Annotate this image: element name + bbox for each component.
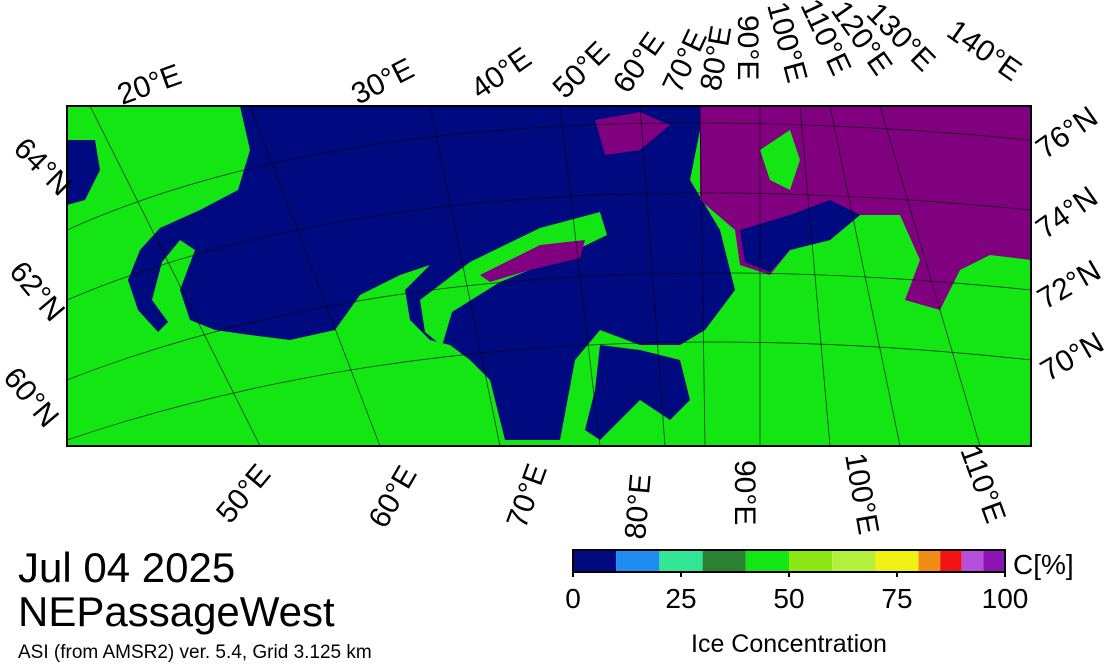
graticule	[66, 105, 1032, 447]
colorbar-segment	[961, 550, 984, 572]
sea	[128, 106, 735, 440]
lat-label: 70°N	[1035, 326, 1110, 388]
colorbar-segment	[875, 550, 919, 572]
colorbar-tick-label: 0	[565, 583, 581, 614]
lon-label: 40°E	[465, 41, 537, 106]
ice	[480, 240, 585, 282]
colorbar-unit: C[%]	[1013, 549, 1074, 580]
lon-label: 20°E	[113, 58, 186, 111]
region: NEPassageWest	[18, 588, 335, 635]
sea	[585, 345, 690, 440]
lon-label: 90°E	[728, 460, 761, 525]
lat-label: 76°N	[1030, 100, 1104, 165]
ice	[595, 112, 670, 155]
sea	[740, 200, 860, 272]
footnote: ASI (from AMSR2) ver. 5.4, Grid 3.125 km	[18, 642, 372, 663]
colorbar-segment	[573, 550, 617, 572]
lon-label: 60°E	[362, 460, 423, 533]
colorbar-tick-label: 25	[665, 583, 696, 614]
lat-label: 72°N	[1032, 254, 1107, 316]
island	[760, 130, 800, 190]
lon-label: 50°E	[210, 458, 277, 529]
map: 20°E 30°E 40°E 50°E 60°E 70°E 80°E 90°E …	[0, 0, 1110, 541]
date: Jul 04 2025	[18, 544, 235, 591]
lon-label: 70°E	[501, 460, 554, 533]
colorbar-segment	[983, 550, 1005, 572]
lon-label: 100°E	[838, 450, 885, 537]
sea	[67, 140, 100, 205]
lat-label: 74°N	[1030, 180, 1104, 245]
lon-label: 60°E	[607, 27, 672, 99]
lat-label: 60°N	[0, 361, 65, 434]
colorbar-tick-label: 100	[982, 583, 1029, 614]
colorbar-segment	[789, 550, 833, 572]
colorbar-segment	[832, 550, 876, 572]
colorbar-segment	[745, 550, 789, 572]
colorbar-segment	[659, 550, 703, 572]
colorbar-tick-label: 75	[881, 583, 912, 614]
colorbar-tick-label: 50	[773, 583, 804, 614]
colorbar-segment	[918, 550, 941, 572]
lon-label: 50°E	[547, 35, 617, 105]
colorbar-segment	[702, 550, 746, 572]
colorbar: C[%] Ice Concentration 0 25 50 75 100	[565, 549, 1074, 658]
map-frame	[66, 105, 1032, 447]
lat-label: 62°N	[3, 255, 71, 328]
lon-label: 140°E	[941, 14, 1027, 88]
lon-label: 90°E	[731, 15, 764, 80]
colorbar-segment	[616, 550, 660, 572]
lon-label: 110°E	[953, 441, 1011, 527]
colorbar-segment	[940, 550, 962, 572]
colorbar-label: Ice Concentration	[691, 630, 887, 658]
lon-label: 30°E	[346, 52, 419, 111]
lon-label: 80°E	[619, 473, 658, 541]
